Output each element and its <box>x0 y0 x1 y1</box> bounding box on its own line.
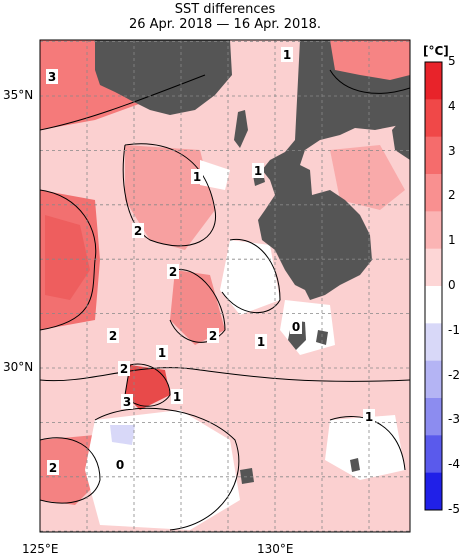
kyushu-land <box>258 40 410 300</box>
colorbar-tick-label: 2 <box>448 188 456 203</box>
contour-label: 1 <box>283 48 291 62</box>
contour-label-bg <box>281 47 293 62</box>
colorbar-tick-label: -1 <box>448 322 460 337</box>
shikoku-land <box>392 110 410 160</box>
contour-label-bg <box>46 69 58 84</box>
unit-label: [°C] <box>423 44 449 58</box>
contour-label-bg <box>167 264 179 279</box>
contour-label: 1 <box>257 335 265 349</box>
contour-label-bg <box>47 460 59 475</box>
colorbar-tick-label: 0 <box>448 278 456 292</box>
colorbar-segment <box>425 136 442 175</box>
small-island <box>240 468 254 484</box>
contour-label: 1 <box>254 164 262 178</box>
latitude-label: 30°N <box>3 360 34 374</box>
tsushima-land <box>234 110 248 148</box>
contour-label-bg <box>118 361 130 376</box>
contour-label: 1 <box>173 390 181 404</box>
contour-label-bg <box>252 163 264 178</box>
colorbar-segment <box>425 435 442 474</box>
contour-label-bg <box>255 334 267 349</box>
contour-label-layer: 3 1 1 1 2 2 2 2 1 1 0 2 3 1 1 2 0 <box>46 47 375 475</box>
colorbar-segment <box>425 174 442 212</box>
contour-label: 1 <box>193 170 201 184</box>
contour-label-bg <box>132 223 144 238</box>
colorbar-tick-label: -4 <box>448 457 460 472</box>
colorbar-tick-label: 4 <box>448 98 456 113</box>
map-title: SST differences <box>174 2 276 17</box>
contour-label: 3 <box>48 70 56 84</box>
colorbar <box>424 61 443 511</box>
colorbar-tick-label: 1 <box>448 233 456 248</box>
colorbar-tick-label: -2 <box>448 367 460 382</box>
map-frame <box>39 39 411 533</box>
contour-label: 2 <box>209 329 217 343</box>
colorbar-segment <box>425 472 442 511</box>
contour-label: 2 <box>169 265 177 279</box>
contour-label-bg <box>171 389 183 404</box>
contour-label-bg <box>191 169 203 184</box>
contour-label: 2 <box>109 329 117 343</box>
longitude-label: 125°E <box>22 542 59 556</box>
colorbar-tick-label: -3 <box>448 412 460 427</box>
contour-label-bg <box>121 394 133 409</box>
contour-label-bg <box>207 328 219 343</box>
contour-label: 2 <box>134 224 142 238</box>
colorbar-segment <box>425 62 442 100</box>
colorbar-segment <box>425 248 442 287</box>
contour-label: 1 <box>365 410 373 424</box>
colorbar-segment <box>425 360 442 399</box>
colorbar-tick-label: 5 <box>448 54 456 68</box>
colorbar-segment <box>425 99 442 138</box>
colorbar-segment <box>425 211 442 250</box>
contour-label: 2 <box>120 362 128 376</box>
contour-label-bg <box>107 328 119 343</box>
colorbar-segment <box>425 286 442 324</box>
colorbar-tick-label: -5 <box>448 502 460 516</box>
amami-island <box>350 458 360 472</box>
contour-label: 1 <box>158 346 166 360</box>
map-date-range: 26 Apr. 2018 — 16 Apr. 2018. <box>128 17 322 32</box>
contour-label-bg <box>363 409 375 424</box>
longitude-label: 130°E <box>257 542 294 556</box>
contour-label-bg <box>290 319 302 334</box>
latitude-label: 35°N <box>3 88 34 102</box>
contour-label: 2 <box>49 461 57 475</box>
colorbar-frame <box>424 61 443 511</box>
contour-label-bg <box>114 457 126 472</box>
tanegashima-island <box>316 330 328 345</box>
colorbar-segment <box>425 323 442 362</box>
colorbar-segment <box>425 398 442 436</box>
colorbar-tick-label: 3 <box>448 143 456 158</box>
grid-lines <box>40 40 410 532</box>
contour-lines <box>40 69 410 531</box>
contour-label-bg <box>156 345 168 360</box>
contour-label: 0 <box>116 458 124 472</box>
contour-label: 3 <box>123 395 131 409</box>
contour-label: 0 <box>292 320 300 334</box>
